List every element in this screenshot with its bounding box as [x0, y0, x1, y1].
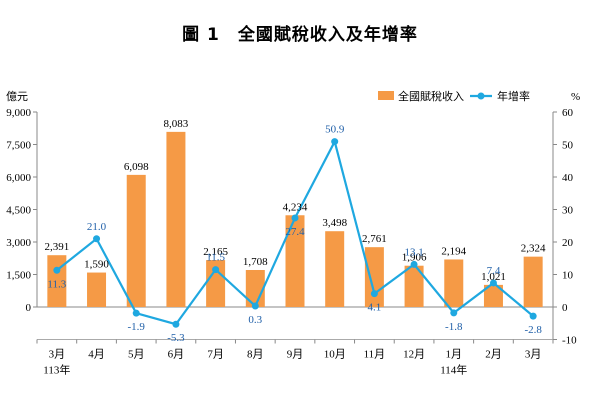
x-tick-label: 3月 — [49, 349, 66, 361]
left-tick-label: 4,500 — [6, 205, 31, 217]
growth-value-label: 7.4 — [487, 265, 501, 277]
legend-marker-growth — [477, 92, 485, 100]
growth-point — [93, 235, 101, 243]
right-axis-unit: % — [571, 91, 580, 103]
x-tick-label: 10月 — [324, 349, 346, 361]
growth-value-label: 50.9 — [325, 124, 345, 136]
right-tick-label: 40 — [562, 172, 574, 184]
right-tick-label: 20 — [562, 237, 574, 249]
bar-value-label: 1,590 — [84, 259, 109, 271]
left-tick-label: 0 — [26, 302, 32, 314]
x-tick-label: 12月 — [403, 349, 425, 361]
right-tick-label: 60 — [562, 107, 574, 119]
bar-value-label: 2,194 — [441, 245, 466, 257]
x-tick-label: 11月 — [364, 349, 386, 361]
growth-value-label: -2.8 — [524, 324, 542, 336]
chart-title: 圖 1 全國賦稅收入及年增率 — [182, 25, 418, 45]
legend-label-growth: 年增率 — [497, 89, 530, 103]
x-tick-label: 8月 — [247, 349, 264, 361]
x-tick-label: 2月 — [485, 349, 502, 361]
bar — [47, 255, 67, 307]
growth-point — [331, 138, 339, 146]
axes: 0 1,500 3,000 4,500 6,000 7,500 9,000 -10 0 10 20 3… — [6, 90, 580, 377]
legend: 全國賦稅收入 年增率 — [378, 89, 530, 103]
x-tick-label: 4月 — [88, 349, 105, 361]
growth-value-label: -1.8 — [445, 321, 463, 333]
growth-point — [291, 214, 299, 222]
x-year-label: 114年 — [440, 363, 467, 377]
bar-value-label: 2,761 — [362, 233, 387, 245]
bar-value-label: 1,021 — [481, 271, 506, 283]
right-tick-label: 10 — [562, 270, 574, 282]
bar — [285, 215, 305, 307]
growth-value-label: -5.3 — [167, 332, 185, 344]
growth-value-label: 11.3 — [47, 278, 66, 290]
right-tick-label: 50 — [562, 140, 574, 152]
growth-value-label: -1.9 — [128, 321, 146, 333]
data-labels: 2,391 1,590 6,098 8,083 2,165 1,708 4,234 3,498… — [44, 118, 546, 344]
growth-value-label: 21.0 — [87, 221, 107, 233]
growth-point — [132, 309, 140, 317]
bar — [166, 131, 186, 307]
growth-point — [450, 309, 458, 317]
legend-swatch-revenue — [378, 91, 394, 100]
left-axis-unit: 億元 — [6, 90, 28, 103]
growth-point — [172, 320, 180, 328]
growth-point — [212, 266, 220, 274]
bar — [87, 272, 107, 307]
x-tick-label: 7月 — [207, 349, 224, 361]
bar — [325, 231, 345, 307]
bar — [404, 265, 424, 307]
bar-value-label: 1,708 — [243, 256, 268, 268]
bar-value-label: 2,165 — [203, 246, 228, 258]
growth-point — [251, 302, 259, 310]
x-year-label: 113年 — [43, 363, 70, 377]
bar-value-label: 2,324 — [521, 243, 546, 255]
growth-value-label: 13.1 — [404, 246, 423, 258]
bar — [523, 256, 543, 307]
right-tick-label: 30 — [562, 205, 574, 217]
right-tick-label: 0 — [562, 302, 568, 314]
bar — [126, 174, 146, 307]
growth-value-label: 4.1 — [368, 302, 382, 314]
bar — [364, 247, 384, 307]
growth-point — [53, 266, 61, 274]
left-tick-label: 1,500 — [6, 270, 31, 282]
bar — [245, 269, 265, 307]
left-tick-label: 7,500 — [6, 140, 31, 152]
x-tick-label: 5月 — [128, 349, 145, 361]
x-tick-label: 3月 — [525, 349, 542, 361]
left-tick-label: 9,000 — [6, 107, 31, 119]
growth-point — [410, 260, 418, 268]
bar — [483, 284, 503, 307]
x-tick-label: 6月 — [168, 349, 185, 361]
left-tick-label: 6,000 — [6, 172, 31, 184]
growth-point — [489, 279, 497, 287]
growth-point — [370, 290, 378, 298]
bar-value-label: 2,391 — [44, 241, 69, 253]
x-tick-label: 1月 — [446, 349, 463, 361]
bar-series-revenue — [47, 131, 543, 307]
x-tick-label: 9月 — [287, 349, 304, 361]
bar-value-label: 3,498 — [322, 217, 347, 229]
growth-value-label: 11.5 — [206, 252, 225, 264]
left-tick-label: 3,000 — [6, 237, 31, 249]
growth-point — [529, 312, 537, 320]
growth-value-label: 0.3 — [248, 314, 262, 326]
bar-value-label: 8,083 — [164, 118, 189, 130]
bar-value-label: 1,906 — [402, 252, 427, 264]
growth-value-label: 27.4 — [285, 226, 305, 238]
bar — [444, 259, 464, 307]
line-series-growth — [53, 138, 537, 328]
bar-value-label: 6,098 — [124, 161, 149, 173]
right-tick-label: -10 — [562, 335, 577, 347]
legend-label-revenue: 全國賦稅收入 — [398, 89, 464, 103]
bar-value-label: 4,234 — [283, 201, 308, 213]
bar — [206, 260, 226, 307]
